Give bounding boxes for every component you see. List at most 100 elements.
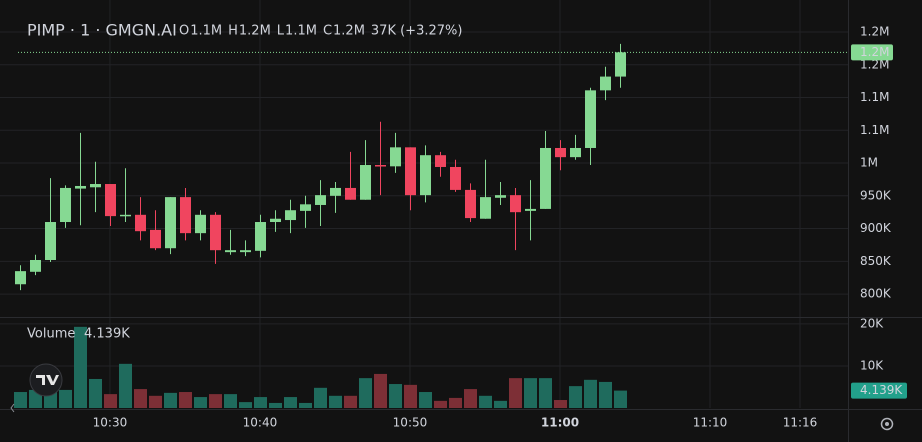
volume-bar bbox=[419, 392, 432, 408]
volume-bar bbox=[104, 394, 117, 408]
ohlc-value: 1.2M bbox=[239, 24, 271, 39]
volume-bar bbox=[269, 402, 282, 408]
x-tick-label: 11:00 bbox=[541, 416, 579, 430]
candle-body bbox=[195, 214, 206, 234]
gear-hub bbox=[885, 422, 889, 426]
ohlc-key: C bbox=[323, 24, 332, 39]
volume-bar bbox=[194, 397, 207, 408]
candle-body bbox=[360, 165, 371, 200]
candle-body bbox=[405, 147, 416, 196]
volume-bar bbox=[89, 378, 102, 408]
candle-body bbox=[150, 229, 161, 249]
candle-body bbox=[330, 187, 341, 196]
candle-body bbox=[525, 208, 536, 211]
volume-bar bbox=[389, 384, 402, 408]
volume-bar bbox=[584, 379, 597, 408]
candle-body bbox=[600, 76, 611, 91]
candle-body bbox=[90, 184, 101, 188]
volume-bar bbox=[614, 390, 627, 408]
y-tick-label: 1.2M bbox=[860, 57, 889, 71]
candle-body bbox=[105, 184, 116, 217]
volume-bar bbox=[179, 392, 192, 408]
volume-bar bbox=[59, 389, 72, 408]
candle-body bbox=[75, 185, 86, 189]
volume-bar bbox=[569, 386, 582, 408]
candle-body bbox=[390, 147, 401, 167]
y-tick-label: 950K bbox=[860, 188, 892, 202]
volume-value: 4.139K bbox=[84, 327, 130, 342]
volume-bar bbox=[494, 400, 507, 408]
candle-body bbox=[480, 197, 491, 219]
candle-body bbox=[165, 197, 176, 249]
x-tick-label: 11:10 bbox=[693, 416, 728, 430]
y-tick-label: 1.1M bbox=[860, 123, 889, 137]
volume-bar bbox=[479, 395, 492, 408]
candle-body bbox=[15, 271, 26, 285]
y-tick-label: 1.1M bbox=[860, 90, 889, 104]
gear-ring bbox=[880, 417, 894, 431]
candle-body bbox=[210, 214, 221, 251]
candle-body bbox=[570, 147, 581, 158]
volume-tick-label: 10K bbox=[860, 358, 884, 372]
ohlc-value: 1.1M bbox=[285, 24, 317, 39]
candle-body bbox=[180, 197, 191, 234]
volume-bar bbox=[314, 387, 327, 408]
candle-body bbox=[450, 166, 461, 190]
last-volume-box bbox=[851, 382, 907, 399]
candle-body bbox=[30, 260, 41, 272]
candle-body bbox=[300, 204, 311, 211]
logo[interactable] bbox=[29, 363, 63, 397]
ohlc-key: H bbox=[228, 24, 238, 39]
candle-body bbox=[435, 155, 446, 167]
candle-body bbox=[285, 210, 296, 221]
candle-body bbox=[45, 222, 56, 261]
chart-title: PIMP · 1 · GMGN.AI bbox=[27, 21, 177, 40]
volume-bar bbox=[359, 378, 372, 408]
volume-tick-label: 20K bbox=[860, 316, 884, 330]
volume-bar bbox=[599, 381, 612, 408]
marks bbox=[14, 43, 848, 408]
y-tick-label: 1M bbox=[860, 156, 878, 170]
candle-body bbox=[495, 195, 506, 198]
candle-body bbox=[345, 187, 356, 200]
volume-bar bbox=[374, 373, 387, 408]
candle-body bbox=[255, 222, 266, 251]
candle-body bbox=[270, 218, 281, 223]
candle-body bbox=[615, 52, 626, 77]
volume-bar bbox=[404, 384, 417, 408]
volume-bar bbox=[449, 397, 462, 408]
volume-bar bbox=[284, 397, 297, 408]
logo-circle bbox=[29, 363, 63, 397]
volume-bar bbox=[344, 395, 357, 408]
volume-bar bbox=[14, 392, 27, 408]
volume-bar bbox=[509, 378, 522, 408]
volume-bar bbox=[224, 394, 237, 408]
y-tick-label: 800K bbox=[860, 287, 892, 301]
volume-bar bbox=[464, 389, 477, 408]
y-tick-label: 1.2M bbox=[860, 25, 889, 39]
volume-bar bbox=[554, 400, 567, 408]
last-price-box bbox=[851, 44, 893, 61]
volume-bar bbox=[134, 389, 147, 408]
candle-body bbox=[465, 189, 476, 219]
labels: O 1.1M H 1.2M L 1.1M C 1.2M 37K (+3.27%)800K850K… bbox=[93, 24, 907, 430]
volume-bar bbox=[149, 395, 162, 408]
candle-body bbox=[555, 147, 566, 158]
volume-bar bbox=[329, 395, 342, 408]
volume-bar bbox=[524, 378, 537, 408]
settings-button[interactable] bbox=[880, 417, 894, 431]
volume-bar bbox=[74, 326, 87, 408]
ohlc-key: O bbox=[179, 24, 189, 39]
volume-bar bbox=[119, 363, 132, 408]
scroll-arrow[interactable] bbox=[10, 403, 15, 413]
candle-body bbox=[315, 195, 326, 205]
candle-body bbox=[225, 250, 236, 253]
candle-body bbox=[510, 195, 521, 213]
candle-body bbox=[240, 250, 251, 253]
volume-bar bbox=[164, 392, 177, 408]
candle-body bbox=[120, 214, 131, 217]
volume-name: Volume bbox=[27, 327, 75, 342]
ohlc-key: L bbox=[277, 24, 285, 39]
